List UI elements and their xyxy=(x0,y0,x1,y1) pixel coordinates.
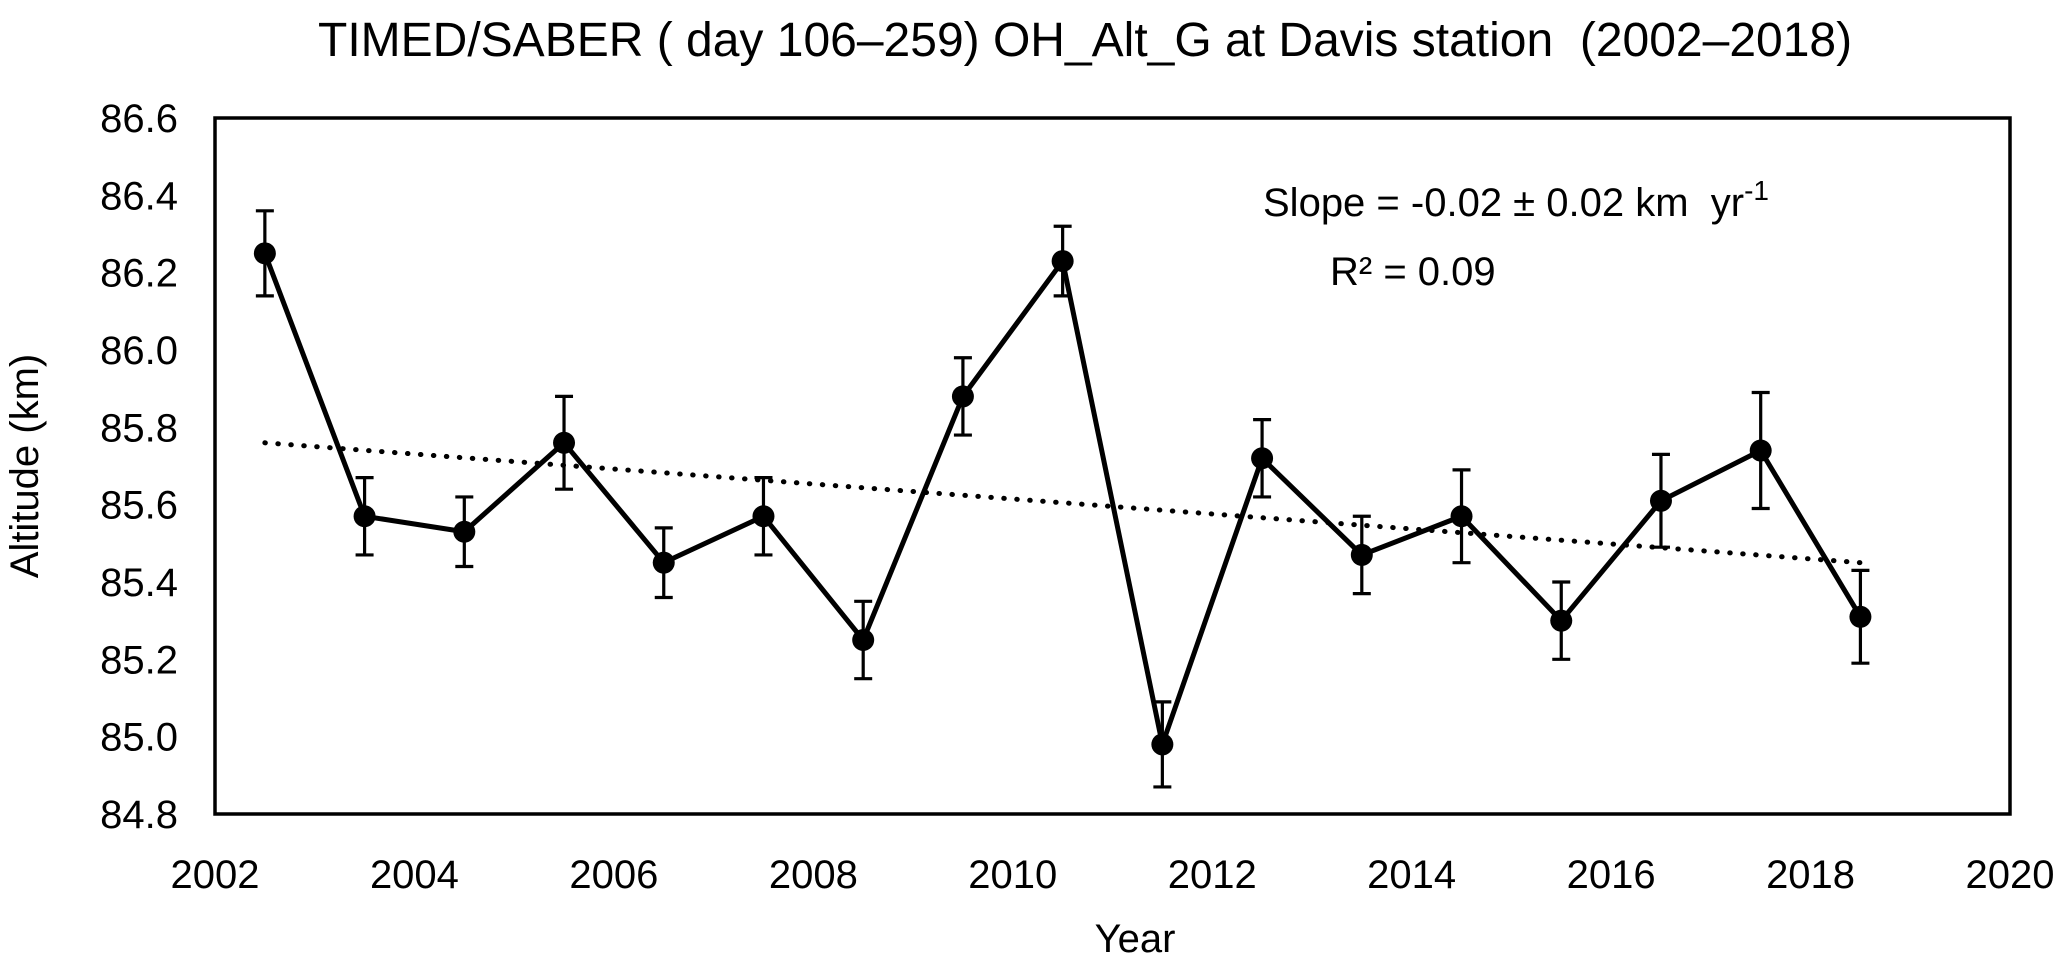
data-point-marker xyxy=(553,431,576,454)
data-point-marker xyxy=(852,629,875,651)
x-tick-labels: 2002 2004 2006 2008 2010 2012 2014 2016 2018 2020 xyxy=(171,853,2055,897)
x-tick-label: 2004 xyxy=(370,853,459,897)
y-axis-title: Altitude (km) xyxy=(3,354,47,579)
data-point-marker xyxy=(1251,447,1274,470)
data-point-marker xyxy=(1550,609,1573,632)
x-tick-label: 2006 xyxy=(569,853,658,897)
data-point-marker xyxy=(1849,605,1872,628)
x-tick-label: 2014 xyxy=(1367,853,1456,897)
chart-title: TIMED/SABER ( day 106–259) OH_Alt_G at D… xyxy=(318,14,1852,67)
y-tick-label: 84.8 xyxy=(100,793,178,837)
x-tick-label: 2018 xyxy=(1766,853,1855,897)
data-point-marker xyxy=(752,505,775,528)
data-series-line xyxy=(262,252,1863,747)
data-point-marker xyxy=(1749,439,1772,462)
y-tick-label: 86.6 xyxy=(100,97,178,141)
r-squared-text: R² = 0.09 xyxy=(1330,250,1496,294)
data-point-marker xyxy=(253,242,276,265)
slope-annotation-text: Slope = -0.02 ± 0.02 km yr-1 xyxy=(1263,175,1769,225)
x-tick-label: 2008 xyxy=(769,853,858,897)
y-tick-label: 85.8 xyxy=(100,406,178,450)
y-tick-label: 86.2 xyxy=(100,252,178,296)
x-tick-label: 2010 xyxy=(968,853,1057,897)
y-tick-labels: 86.6 86.4 86.2 86.0 85.8 85.6 85.4 85.2 85.0 84.8 xyxy=(100,97,178,837)
data-point-marker xyxy=(1649,489,1672,512)
data-point-marker xyxy=(1450,505,1473,528)
x-tick-label: 2012 xyxy=(1168,853,1257,897)
data-point-markers xyxy=(253,242,1872,756)
data-point-marker xyxy=(1051,250,1074,273)
data-point-marker xyxy=(951,385,974,408)
y-tick-label: 86.4 xyxy=(100,174,178,218)
y-tick-label: 85.6 xyxy=(100,484,178,528)
plot-frame xyxy=(213,116,2012,816)
data-point-marker xyxy=(353,505,376,528)
x-axis-title: Year xyxy=(1095,917,1176,961)
x-tick-label: 2020 xyxy=(1966,853,2055,897)
x-tick-label: 2016 xyxy=(1567,853,1656,897)
data-point-marker xyxy=(1350,543,1373,566)
x-tick-label: 2002 xyxy=(171,853,260,897)
y-tick-label: 85.4 xyxy=(100,561,178,605)
y-tick-label: 85.0 xyxy=(100,716,178,760)
data-point-marker xyxy=(652,551,675,574)
trend-line xyxy=(262,440,1863,566)
data-point-marker xyxy=(1151,733,1174,756)
y-tick-label: 85.2 xyxy=(100,638,178,682)
y-tick-label: 86.0 xyxy=(100,329,178,373)
data-point-marker xyxy=(453,520,476,543)
